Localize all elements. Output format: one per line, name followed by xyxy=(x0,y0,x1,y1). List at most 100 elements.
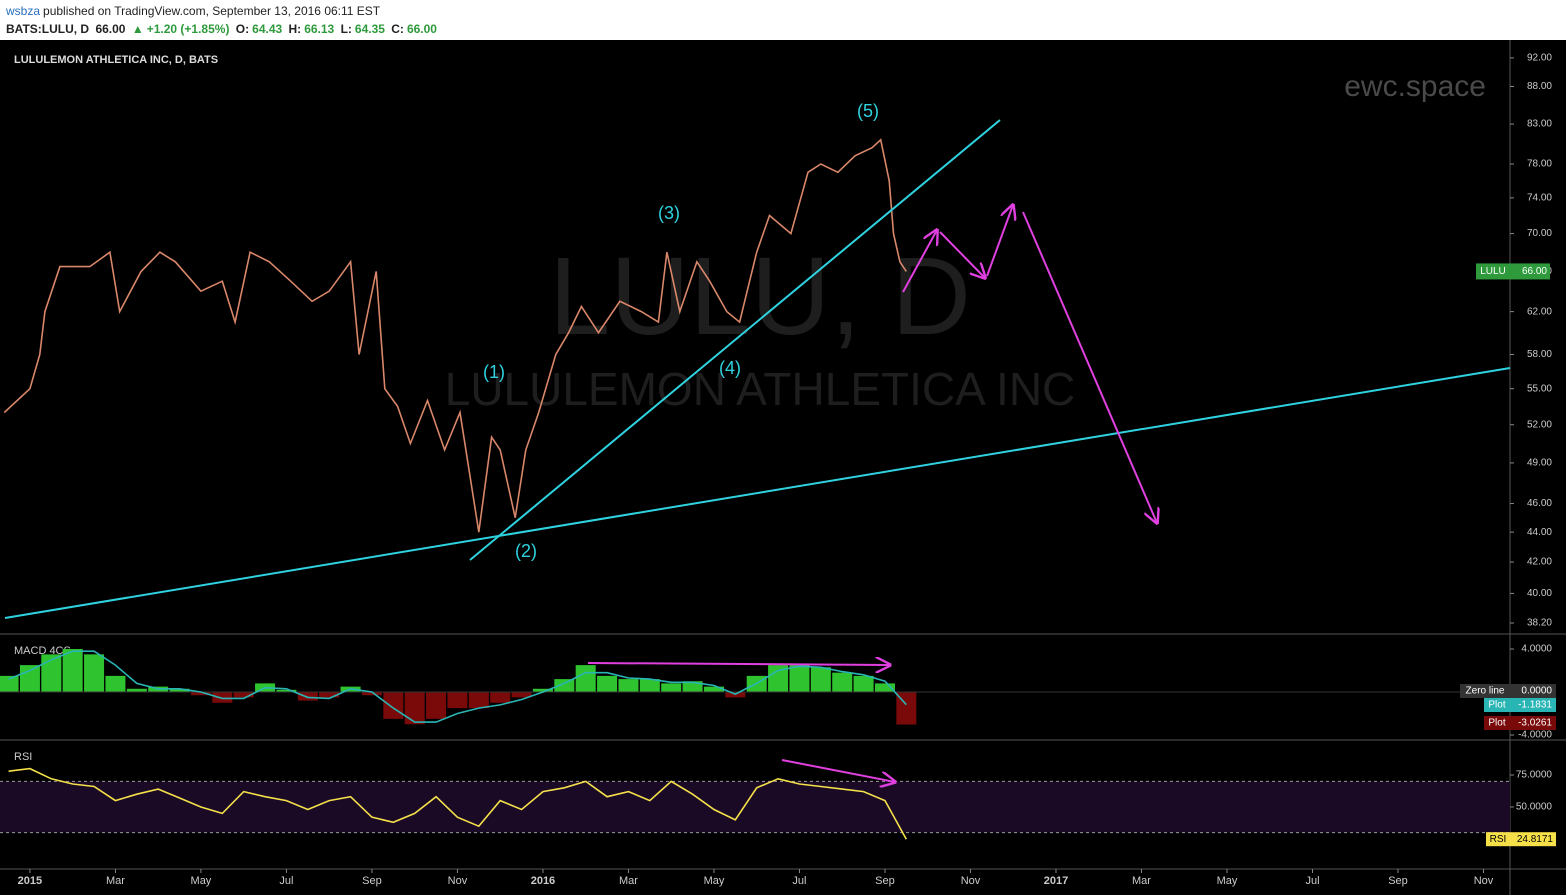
y-tick-label: 74.00 xyxy=(1527,193,1552,204)
value-tag-value: 0.0000 xyxy=(1521,686,1552,697)
histogram-bar xyxy=(276,689,297,692)
histogram-bar xyxy=(853,675,874,692)
x-tick-label: Nov xyxy=(1474,875,1494,887)
histogram-bar xyxy=(233,691,254,698)
divergence-arrow xyxy=(781,759,895,782)
open: 64.43 xyxy=(252,22,283,36)
last: 66.00 xyxy=(95,22,126,36)
projection xyxy=(587,205,1157,782)
pane-borders xyxy=(0,40,1566,895)
watermark-sub: LULULEMON ATHLETICA INC xyxy=(445,363,1076,415)
value-tag-value: -1.1831 xyxy=(1518,700,1552,711)
y-tick-label: 52.00 xyxy=(1527,419,1552,430)
user[interactable]: wsbza xyxy=(6,4,41,18)
close-label: C: xyxy=(391,22,404,36)
histogram-bar xyxy=(554,679,575,692)
y-tick-label: 38.20 xyxy=(1527,618,1552,629)
histogram-bar xyxy=(41,654,62,692)
macd-title: MACD 4CS xyxy=(14,645,71,657)
x-tick-label: 2017 xyxy=(1044,875,1068,887)
y-tick-label: 44.00 xyxy=(1527,527,1552,538)
value-tag-bg xyxy=(1460,684,1556,698)
histogram-bar xyxy=(768,665,789,692)
value-tag-bg xyxy=(1476,263,1550,280)
histogram-bar xyxy=(789,665,810,692)
wave-labels: (1) (2) (3) (4) (5) xyxy=(483,101,879,561)
histogram-bar xyxy=(297,691,318,701)
value-tag-name: LULU xyxy=(1480,266,1506,277)
x-tick-label: Jul xyxy=(279,875,293,887)
trend-lines xyxy=(4,119,1511,619)
high: 66.13 xyxy=(304,22,335,36)
histogram-bar xyxy=(874,683,895,692)
publish-line: wsbza published on TradingView.com, Septe… xyxy=(6,4,383,18)
x-tick-label: May xyxy=(704,875,725,887)
macd-line xyxy=(8,650,907,723)
y-tick-label: 46.00 xyxy=(1527,498,1552,509)
y-tick-label: 88.00 xyxy=(1527,81,1552,92)
open-label: O: xyxy=(235,22,250,36)
x-tick-label: 2016 xyxy=(531,875,555,887)
histogram-bar xyxy=(105,675,126,692)
wave-label: (3) xyxy=(658,203,680,223)
histogram-bar xyxy=(490,691,511,703)
histogram-bar xyxy=(319,691,340,698)
projection-arrow xyxy=(902,230,937,293)
close: 66.00 xyxy=(406,22,437,36)
wave-label: (5) xyxy=(857,101,879,121)
histogram-bar xyxy=(0,675,19,692)
projection-arrow xyxy=(1022,211,1157,523)
x-tick-label: Sep xyxy=(362,875,382,887)
histogram-bar xyxy=(532,688,553,692)
value-tag-name: Plot xyxy=(1488,718,1505,729)
histogram-bar xyxy=(404,691,425,725)
value-tag-name: Zero line xyxy=(1466,686,1505,697)
header: wsbza published on TradingView.com, Septe… xyxy=(0,0,1566,40)
histogram-bar xyxy=(426,691,447,719)
x-tick-label: Nov xyxy=(961,875,981,887)
histogram-bar xyxy=(383,691,404,719)
histogram-bar xyxy=(832,672,853,692)
histogram-bar xyxy=(62,649,83,692)
histogram-bar xyxy=(169,688,190,692)
y-tick-label: 62.00 xyxy=(1527,306,1552,317)
x-tick-label: Jul xyxy=(792,875,806,887)
histogram-bar xyxy=(126,688,147,692)
y-tick-label: 78.00 xyxy=(1527,159,1552,170)
high-label: H: xyxy=(288,22,302,36)
histogram-bar xyxy=(575,665,596,692)
x-tick-label: Sep xyxy=(1388,875,1408,887)
chart-title: LULULEMON ATHLETICA INC, D, BATS xyxy=(14,54,218,66)
value-tag-bg xyxy=(1486,832,1556,847)
up-arrow: ▲ xyxy=(131,22,144,36)
x-tick-label: Mar xyxy=(619,875,638,887)
wave-label: (4) xyxy=(719,358,741,378)
histogram-bar xyxy=(468,691,489,709)
histogram-bar xyxy=(511,691,532,698)
trend-line xyxy=(4,367,1511,619)
y-tick-label: 4.0000 xyxy=(1521,644,1552,655)
histogram-bar xyxy=(447,691,468,709)
y-tick-label: 40.00 xyxy=(1527,588,1552,599)
quote-line: BATS:LULU, D 66.00 ▲ +1.20 (+1.85%) O: 64.… xyxy=(6,22,440,36)
value-tag-name: Plot xyxy=(1488,700,1505,711)
x-tick-label: Mar xyxy=(106,875,125,887)
brand: ewc.space xyxy=(1344,70,1486,103)
published: published on TradingView.com, September … xyxy=(43,4,381,18)
value-tag-bg xyxy=(1484,698,1556,712)
y-tick-label: 42.00 xyxy=(1527,557,1552,568)
rsi-line xyxy=(8,767,908,840)
y-tick-label: 49.00 xyxy=(1527,458,1552,469)
y-tick-label: 70.00 xyxy=(1527,228,1552,239)
change: +1.20 (+1.85%) xyxy=(146,22,230,36)
histogram-bar xyxy=(618,679,639,692)
rsi-title: RSI xyxy=(14,751,32,763)
projection-arrow xyxy=(986,205,1013,277)
x-tick-label: May xyxy=(191,875,212,887)
y-tick-label: 55.00 xyxy=(1527,383,1552,394)
x-tick-label: Mar xyxy=(1132,875,1151,887)
x-tick-label: Jul xyxy=(1305,875,1319,887)
x-tick-label: 2015 xyxy=(18,875,42,887)
value-tag-value: 66.00 xyxy=(1522,266,1547,277)
